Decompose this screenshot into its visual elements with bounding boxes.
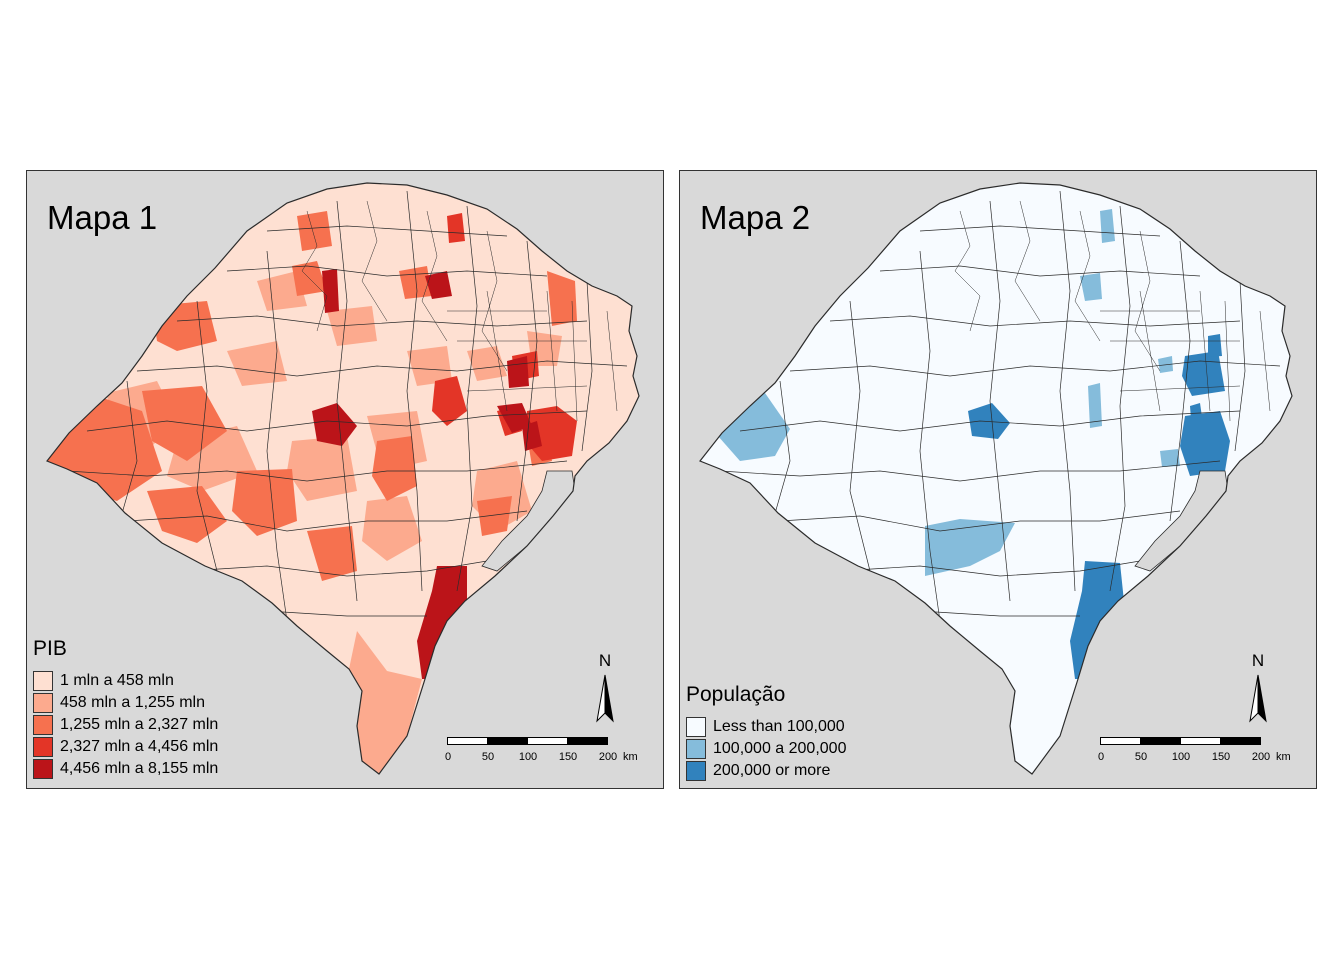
- scale-unit: km: [1276, 751, 1291, 763]
- north-arrow-icon: [596, 674, 614, 723]
- legend-swatch: [686, 739, 706, 759]
- population-choropleth-map: [699, 182, 1293, 775]
- map-panel-population: Mapa 2 População Less than 100,000 100,0…: [679, 170, 1317, 789]
- legend-label: 4,456 mln a 8,155 mln: [60, 760, 219, 777]
- pib-choropleth-map: [46, 182, 640, 775]
- population-legend: População Less than 100,000 100,000 a 20…: [686, 683, 846, 782]
- north-arrow-icon: [1249, 674, 1267, 723]
- scale-unit: km: [623, 751, 638, 763]
- scale-tick-label: 200: [1251, 751, 1271, 763]
- legend-item: 1,255 mln a 2,327 mln: [33, 714, 218, 736]
- legend-swatch: [33, 759, 53, 779]
- scale-bar: 0 50 100 150 200 km: [1097, 737, 1300, 767]
- legend-item: 200,000 or more: [686, 760, 846, 782]
- scale-tick-label: 0: [444, 751, 452, 763]
- legend-title: PIB: [33, 637, 67, 660]
- legend-swatch: [33, 671, 53, 691]
- scale-tick-label: 100: [518, 751, 538, 763]
- legend-swatch: [33, 715, 53, 735]
- legend-item: 100,000 a 200,000: [686, 738, 846, 760]
- legend-label: 1,255 mln a 2,327 mln: [60, 716, 219, 733]
- legend-title: População: [686, 683, 786, 706]
- legend-swatch: [33, 737, 53, 757]
- scale-tick-label: 50: [1134, 751, 1148, 763]
- map-panel-pib: Mapa 1 PIB 1 mln a 458 mln 458 mln a 1,2…: [26, 170, 664, 789]
- legend-item: 4,456 mln a 8,155 mln: [33, 758, 218, 780]
- legend-label: 458 mln a 1,255 mln: [60, 694, 205, 711]
- scale-bar-graphic: [447, 737, 608, 745]
- legend-swatch: [686, 717, 706, 737]
- scale-tick-label: 100: [1171, 751, 1191, 763]
- legend-label: 200,000 or more: [713, 762, 831, 779]
- legend-label: 1 mln a 458 mln: [60, 672, 174, 689]
- scale-tick-label: 150: [1211, 751, 1231, 763]
- north-label: N: [598, 651, 612, 670]
- scale-bar-graphic: [1100, 737, 1261, 745]
- legend-label: Less than 100,000: [713, 718, 845, 735]
- scale-tick-label: 200: [598, 751, 618, 763]
- legend-label: 2,327 mln a 4,456 mln: [60, 738, 219, 755]
- north-label: N: [1251, 651, 1265, 670]
- legend-item: 2,327 mln a 4,456 mln: [33, 736, 218, 758]
- map-title: Mapa 2: [700, 199, 811, 236]
- legend-swatch: [33, 693, 53, 713]
- scale-bar: 0 50 100 150 200 km: [444, 737, 647, 767]
- scale-tick-label: 150: [558, 751, 578, 763]
- legend-item: 1 mln a 458 mln: [33, 670, 218, 692]
- legend-item: 458 mln a 1,255 mln: [33, 692, 218, 714]
- map-title: Mapa 1: [47, 199, 158, 236]
- legend-label: 100,000 a 200,000: [713, 740, 847, 757]
- legend-item: Less than 100,000: [686, 716, 846, 738]
- scale-tick-label: 0: [1097, 751, 1105, 763]
- pib-legend: PIB 1 mln a 458 mln 458 mln a 1,255 mln …: [33, 637, 218, 780]
- legend-swatch: [686, 761, 706, 781]
- scale-tick-label: 50: [481, 751, 495, 763]
